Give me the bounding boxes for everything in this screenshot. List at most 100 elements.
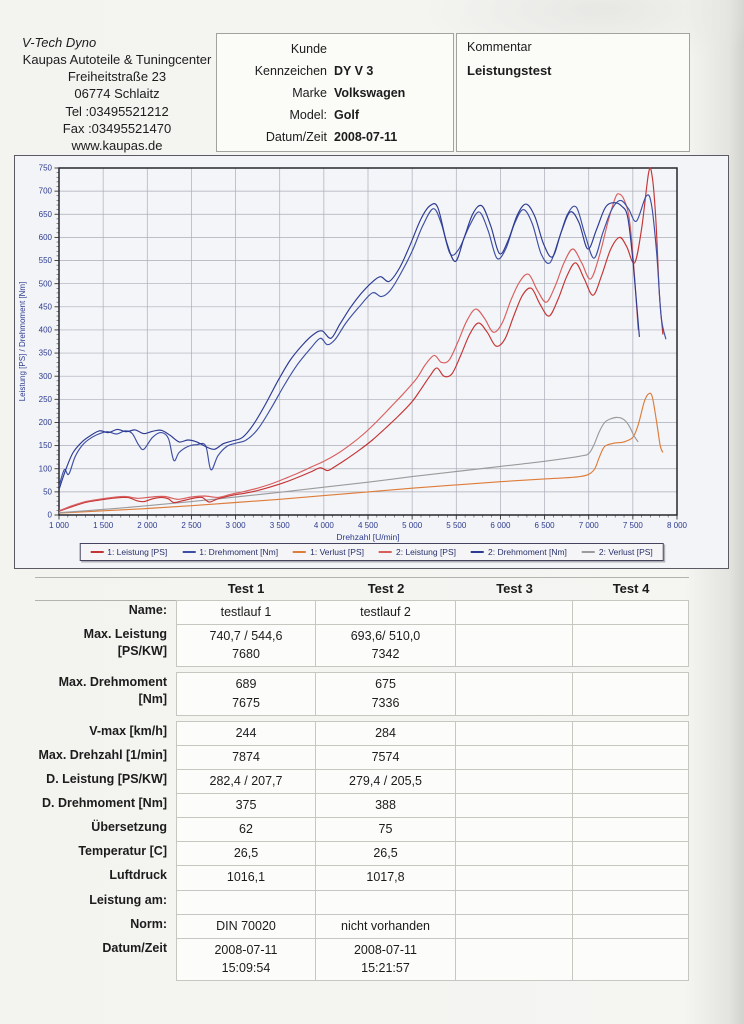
- cell-line: 689: [235, 677, 257, 692]
- table-cell: [573, 793, 689, 819]
- table-cell: [573, 817, 689, 843]
- cell-line: 2008-07-11: [214, 942, 278, 957]
- x-tick-label: 7 500: [623, 521, 644, 530]
- series-line-1-drehmoment-nm: [58, 194, 667, 487]
- x-axis-label: Drehzahl [U/min]: [336, 532, 399, 542]
- cell-line: DIN 70020: [216, 918, 276, 933]
- plot-frame: [58, 167, 678, 516]
- cell-line: 740,7 / 544,6: [209, 629, 283, 644]
- x-tick-label: 6 500: [535, 521, 556, 530]
- customer-field-row: Kunde: [217, 39, 453, 61]
- cell-line: nicht vorhanden: [341, 918, 430, 933]
- customer-info-box: Kunde Kennzeichen DY V 3 Marke Volkswagen Mod…: [216, 33, 454, 152]
- table-cell: testlauf 1: [176, 600, 316, 626]
- x-tick-label: 8 000: [667, 521, 688, 530]
- y-tick-label: 250: [39, 395, 53, 404]
- dyno-chart: 1 000 1 500 2 000 2 500 3 000 3 500 4 000 4 500…: [18, 164, 688, 542]
- legend-swatch: [90, 551, 104, 553]
- table-cell: [456, 913, 573, 939]
- table-cell: [456, 768, 573, 794]
- customer-field-label: Datum/Zeit: [265, 129, 327, 144]
- y-tick-label: 500: [39, 279, 53, 288]
- column-header: Test 2: [367, 581, 405, 596]
- cell-line: 75: [378, 822, 393, 837]
- customer-field-value: Volkswagen: [334, 85, 406, 100]
- results-table: Test 1 Test 2 Test 3 Test 4 Name: testlauf 1 t…: [35, 577, 689, 981]
- table-cell: 689 7675: [176, 672, 316, 716]
- legend-swatch: [293, 551, 307, 553]
- y-tick-label: 300: [39, 372, 53, 381]
- legend-swatch: [182, 551, 196, 553]
- cell-line: 26,5: [373, 846, 398, 861]
- customer-field-label: Kunde: [290, 42, 327, 56]
- legend-label: 1: Verlust [PS]: [310, 547, 364, 557]
- chart-legend: 1: Leistung [PS] 1: Drehmoment [Nm] 1: Ver…: [79, 543, 664, 561]
- series-line-2-drehmoment-nm: [58, 202, 640, 490]
- row-label: Max. Drehmoment [Nm]: [58, 675, 167, 707]
- table-cell: 62: [176, 817, 316, 843]
- x-tick-label: 7 000: [579, 521, 600, 530]
- table-cell: [456, 600, 573, 626]
- customer-field-row: Kennzeichen DY V 3: [217, 61, 453, 83]
- cell-line: 282,4 / 207,7: [209, 773, 283, 788]
- y-tick-label: 100: [39, 464, 53, 473]
- comment-box: Kommentar Leistungstest: [456, 33, 690, 152]
- legend-label: 2: Drehmoment [Nm]: [488, 547, 567, 557]
- customer-field-label: Kennzeichen: [254, 63, 327, 78]
- x-tick-label: 6 000: [490, 521, 511, 530]
- company-info-block: V-Tech Dyno Kaupas Autoteile & Tuningcen…: [14, 34, 220, 154]
- customer-field-value: 2008-07-11: [334, 129, 398, 144]
- table-row: V-max [km/h] 244 284: [35, 720, 689, 746]
- table-cell: 1017,8: [316, 865, 456, 891]
- y-tick-label: 450: [39, 302, 53, 311]
- cell-line: 388: [375, 798, 396, 812]
- cell-line: 675: [375, 677, 396, 692]
- legend-item: 1: Drehmoment [Nm]: [182, 547, 278, 557]
- table-row: Temperatur [C] 26,5 26,5: [35, 841, 689, 867]
- table-cell: nicht vorhanden: [316, 913, 456, 939]
- dyno-chart-panel: 1 000 1 500 2 000 2 500 3 000 3 500 4 000 4 500…: [14, 155, 729, 569]
- legend-label: 1: Leistung [PS]: [107, 547, 168, 557]
- customer-fields: Kunde Kennzeichen DY V 3 Marke Volkswagen Mod…: [217, 39, 453, 148]
- table-cell: [573, 672, 689, 716]
- cell-line: 15:21:57: [361, 960, 410, 975]
- cell-line: testlauf 2: [360, 605, 411, 619]
- series-line-2-verlust-ps: [58, 416, 639, 514]
- legend-item: 1: Verlust [PS]: [293, 547, 364, 557]
- table-cell: 26,5: [316, 841, 456, 867]
- table-cell: [573, 744, 689, 770]
- y-tick-label: 150: [39, 441, 53, 450]
- legend-item: 2: Verlust [PS]: [581, 547, 653, 557]
- y-tick-label: 350: [39, 349, 53, 358]
- y-tick-label: 650: [39, 210, 53, 219]
- dyno-brand-name: V-Tech Dyno: [22, 35, 97, 50]
- column-header: Test 3: [496, 581, 533, 596]
- table-cell: 675 7336: [316, 672, 456, 716]
- cell-line: 15:09:54: [221, 960, 271, 975]
- table-cell: 2008-07-11 15:21:57: [316, 937, 456, 981]
- customer-field-value: [334, 39, 453, 61]
- y-tick-label: 400: [39, 326, 53, 335]
- table-row: Norm: DIN 70020 nicht vorhanden: [35, 913, 689, 939]
- y-tick-label: 550: [39, 256, 53, 265]
- legend-label: 2: Verlust [PS]: [598, 547, 653, 557]
- cell-line: 7680: [232, 647, 260, 662]
- company-address-line: 06774 Schlaitz: [74, 86, 160, 102]
- row-label: V-max [km/h]: [89, 723, 167, 738]
- customer-field-label: Marke: [292, 85, 327, 100]
- row-label: D. Leistung [PS/KW]: [46, 771, 167, 786]
- table-row: Datum/Zeit 2008-07-11 15:09:54 2008-07-11 15…: [35, 937, 689, 981]
- table-row: Max. Drehmoment [Nm] 689 7675 675 7336: [35, 672, 689, 716]
- cell-line: 279,4 / 205,5: [349, 773, 422, 788]
- row-label: Leistung am:: [89, 892, 167, 907]
- x-tick-label: 5 500: [446, 521, 467, 530]
- company-address-line: www.kaupas.de: [71, 137, 163, 153]
- table-cell: 75: [316, 817, 456, 843]
- table-cell: [456, 672, 573, 716]
- table-row: Leistung am:: [35, 889, 689, 915]
- series-line-1-verlust-ps: [58, 392, 664, 514]
- cell-line: testlauf 1: [220, 605, 272, 619]
- customer-field-value: DY V 3: [334, 63, 374, 78]
- table-row: Max. Drehzahl [1/min] 7874 7574: [35, 744, 689, 770]
- legend-swatch: [581, 551, 595, 553]
